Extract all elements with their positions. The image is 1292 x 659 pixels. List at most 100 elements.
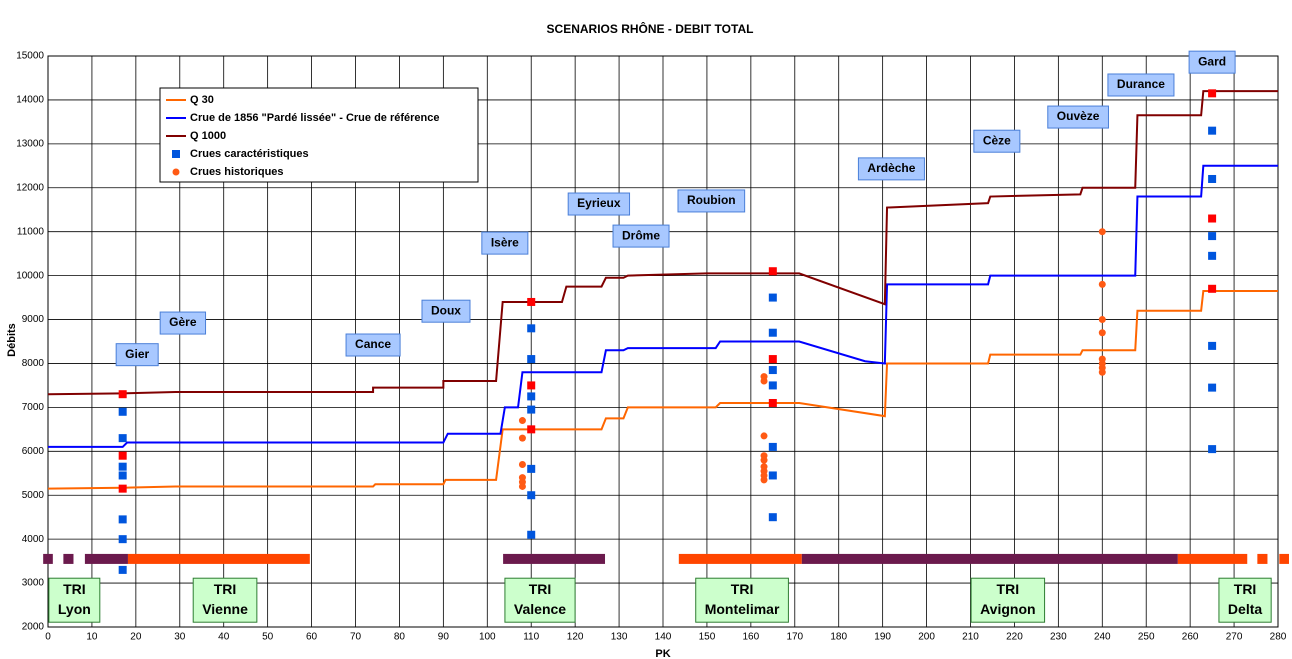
legend-label: Crues caractéristiques <box>190 148 309 160</box>
tributary-label: Roubion <box>677 189 746 213</box>
tri-box <box>48 577 101 623</box>
scatter-point <box>1098 316 1106 324</box>
x-tick-label: 160 <box>743 632 760 643</box>
tributary-box <box>973 129 1021 153</box>
y-tick-label: 11000 <box>17 226 45 237</box>
tributary-box <box>857 157 925 181</box>
y-axis-label: Débits <box>6 323 18 357</box>
tributary-label: Gier <box>115 343 159 367</box>
tributary-text: Gère <box>169 315 197 329</box>
x-tick-label: 20 <box>130 632 142 643</box>
x-tick-label: 10 <box>86 632 98 643</box>
tributary-label: Doux <box>421 299 471 323</box>
scatter-point <box>118 451 127 460</box>
tri-band <box>127 553 310 564</box>
tri-label: TRI Valence <box>504 577 576 623</box>
tributary-text: Ardèche <box>867 161 915 175</box>
tributary-box <box>421 299 471 323</box>
y-tick-label: 4000 <box>22 534 45 545</box>
legend-label: Crues historiques <box>190 166 284 178</box>
scatter-point <box>1208 284 1217 293</box>
tri-text: TRI <box>731 581 754 597</box>
scatter-point <box>1208 89 1217 98</box>
tributary-label: Drôme <box>612 224 670 248</box>
x-tick-label: 90 <box>438 632 450 643</box>
tri-label: TRI Delta <box>1218 577 1272 623</box>
x-tick-label: 170 <box>786 632 803 643</box>
x-tick-label: 100 <box>479 632 496 643</box>
scatter-point <box>768 366 777 375</box>
tributary-text: Cèze <box>983 133 1011 147</box>
tributary-label: Ouvèze <box>1047 105 1109 129</box>
y-tick-label: 14000 <box>16 95 44 106</box>
scatter-point <box>760 452 768 460</box>
tributary-text: Roubion <box>687 193 736 207</box>
scatter-point <box>518 474 526 482</box>
y-tick-label: 5000 <box>22 490 45 501</box>
scatter-point <box>118 565 127 574</box>
tributary-label: Cèze <box>973 129 1021 153</box>
scatter-point <box>768 328 777 337</box>
x-tick-label: 200 <box>918 632 935 643</box>
y-tick-label: 13000 <box>16 138 44 149</box>
x-tick-label: 280 <box>1270 632 1287 643</box>
tributary-text: Durance <box>1117 77 1165 91</box>
scatter-point <box>1208 232 1217 241</box>
tri-text: TRI <box>63 581 86 597</box>
chart-title: SCENARIOS RHÔNE - DEBIT TOTAL <box>547 21 754 36</box>
tri-band <box>1279 553 1289 564</box>
tri-text: Valence <box>514 601 566 617</box>
tributary-text: Doux <box>431 303 461 317</box>
scatter-point <box>527 491 536 500</box>
scatter-point <box>527 297 536 306</box>
x-tick-label: 50 <box>262 632 274 643</box>
x-tick-label: 70 <box>350 632 362 643</box>
scatter-point <box>760 463 768 471</box>
tri-band <box>678 553 802 564</box>
legend-label: Q 1000 <box>190 130 226 142</box>
scatter-point <box>768 267 777 276</box>
x-tick-label: 180 <box>830 632 847 643</box>
tri-text: TRI <box>529 581 552 597</box>
scatter-point <box>527 392 536 401</box>
tributary-text: Ouvèze <box>1057 109 1100 123</box>
scatter-point <box>1208 341 1217 350</box>
x-tick-label: 0 <box>45 632 51 643</box>
scatter-point <box>118 515 127 524</box>
tri-box <box>695 577 789 623</box>
tri-box <box>192 577 258 623</box>
x-tick-label: 40 <box>218 632 230 643</box>
tri-text: TRI <box>1234 581 1257 597</box>
legend-swatch <box>172 168 180 176</box>
scatter-point <box>518 434 526 442</box>
y-tick-label: 6000 <box>22 446 45 457</box>
tributary-box <box>481 231 529 255</box>
x-tick-label: 190 <box>874 632 891 643</box>
tri-box <box>970 577 1046 623</box>
x-tick-label: 30 <box>174 632 186 643</box>
tri-label: TRI Avignon <box>970 577 1046 623</box>
tri-band <box>801 553 1178 564</box>
tributary-label: Ardèche <box>857 157 925 181</box>
scatter-point <box>118 434 127 443</box>
scatter-point <box>1208 174 1217 183</box>
x-tick-label: 250 <box>1138 632 1155 643</box>
tributary-box <box>612 224 670 248</box>
scatter-point <box>768 442 777 451</box>
scatter-point <box>760 432 768 440</box>
tri-label: TRI Vienne <box>192 577 258 623</box>
scatter-point <box>527 355 536 364</box>
scatter-point <box>1098 355 1106 363</box>
scatter-point <box>527 381 536 390</box>
scatter-point <box>1208 383 1217 392</box>
scatter-point <box>768 293 777 302</box>
tributary-label: Durance <box>1107 73 1175 97</box>
scatter-point <box>1208 251 1217 260</box>
scatter-point <box>768 381 777 390</box>
x-tick-label: 270 <box>1226 632 1243 643</box>
legend-label: Crue de 1856 "Pardé lissée" - Crue de ré… <box>190 112 440 124</box>
tributary-label: Cance <box>345 333 401 357</box>
tributary-text: Drôme <box>622 228 660 242</box>
scatter-point <box>118 390 127 399</box>
tributary-text: Gard <box>1198 54 1226 68</box>
